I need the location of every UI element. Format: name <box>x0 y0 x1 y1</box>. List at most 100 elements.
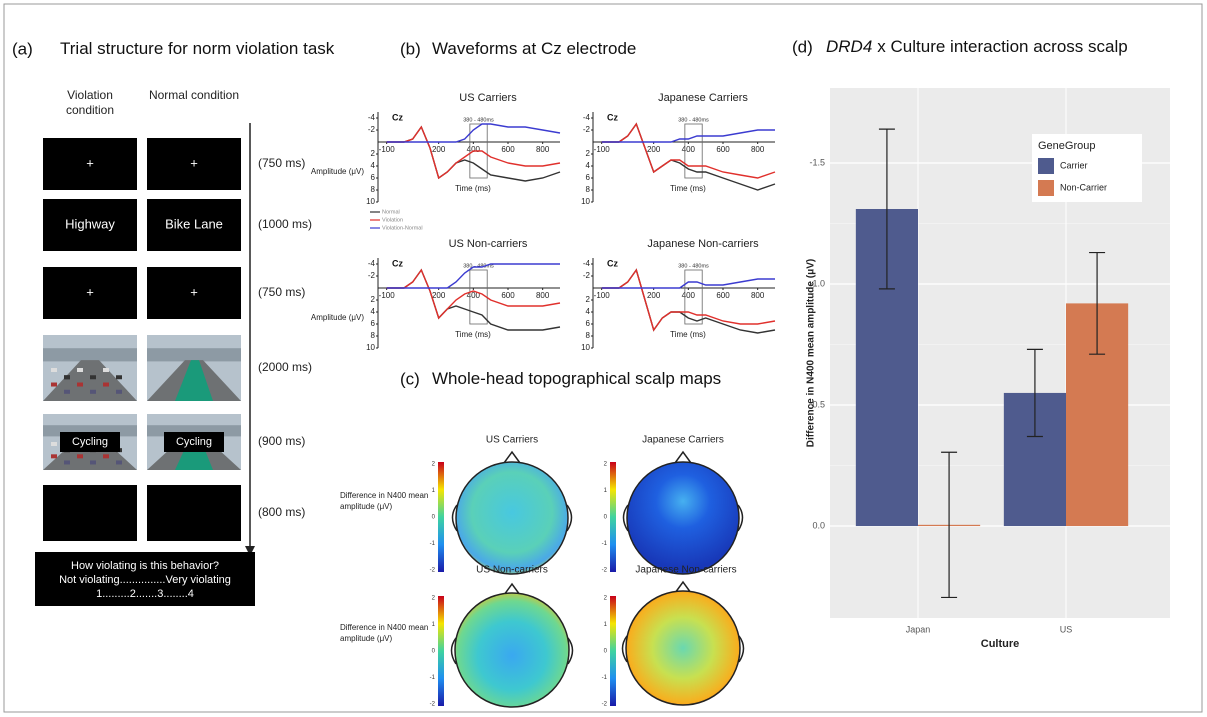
electrode-label: Cz <box>392 258 403 268</box>
y-tick-label: 8 <box>586 185 591 194</box>
panel-label: (b) <box>400 39 421 58</box>
legend-label: Normal <box>382 209 400 215</box>
chart-title: Japanese Non-carriers <box>647 238 759 250</box>
waveform <box>601 268 776 332</box>
rating-text: Not violating...............Very violati… <box>59 574 231 586</box>
colorbar <box>438 462 444 572</box>
y-tick-label: -4 <box>368 259 376 268</box>
analysis-window <box>684 269 703 325</box>
analysis-window <box>469 123 488 179</box>
photo-car <box>51 454 57 459</box>
y-tick-label: -2 <box>368 271 376 280</box>
x-tick-label: -100 <box>379 291 396 300</box>
stimulus-text: + <box>190 284 198 299</box>
stimulus-box <box>43 199 137 251</box>
colorbar <box>610 462 616 572</box>
waveform <box>601 129 775 143</box>
electrode-label: Cz <box>607 258 618 268</box>
colorbar-tick-label: 1 <box>604 488 608 494</box>
duration: (2000 ms) <box>258 360 312 374</box>
colorbar-tick-label: 1 <box>604 622 608 628</box>
x-tick-label: US <box>1060 624 1073 634</box>
photo-car <box>77 382 83 387</box>
chart-title: US Non-carriers <box>449 238 528 250</box>
x-tick-label: 400 <box>682 291 696 300</box>
waveform <box>386 263 560 289</box>
colorbar-tick-label: -1 <box>602 675 608 681</box>
error-bar <box>1026 348 1043 438</box>
column-header: Violation condition <box>65 88 115 117</box>
colorbar-tick-label: 0 <box>432 515 436 521</box>
x-tick-label: 600 <box>716 145 730 154</box>
waveform <box>601 122 776 191</box>
panel-title: Trial structure for norm violation task <box>60 39 335 58</box>
colorbar-tick-label: 2 <box>432 596 436 602</box>
colorbar <box>438 596 444 706</box>
photo-car <box>77 368 83 372</box>
window-annotation: 380 - 480ms <box>678 263 709 269</box>
y-tick-label: 8 <box>586 331 591 340</box>
x-axis-label: Time (ms) <box>670 184 706 193</box>
legend-label: Carrier <box>1060 160 1088 170</box>
y-tick-label: -4 <box>583 259 591 268</box>
y-tick-label: 8 <box>371 331 376 340</box>
panel-label: (c) <box>400 369 420 388</box>
y-tick-label: -1.0 <box>809 278 825 288</box>
x-axis-label: Time (ms) <box>455 184 491 193</box>
label-box <box>164 432 224 452</box>
colorbar-label: Difference in N400 mean amplitude (μV) <box>340 491 429 511</box>
panel-title-italic: DRD4 <box>826 37 872 56</box>
y-tick-label: 2 <box>371 295 376 304</box>
scalp-maps <box>450 450 745 708</box>
x-tick-label: 600 <box>716 291 730 300</box>
x-tick-label: 400 <box>467 145 481 154</box>
window-annotation: 380 - 480ms <box>678 117 709 123</box>
y-tick-label: 2 <box>371 149 376 158</box>
photo-car <box>77 454 83 459</box>
colorbar-tick-label: 1 <box>432 622 436 628</box>
x-tick-label: 400 <box>682 145 696 154</box>
y-tick-label: -4 <box>368 113 376 122</box>
legend-label: Non-Carrier <box>1060 182 1107 192</box>
photo-car <box>90 375 96 380</box>
panel-title-text: Waveforms at Cz electrode <box>432 39 636 58</box>
photo-car <box>90 389 96 394</box>
y-tick-label: -0.5 <box>809 399 825 409</box>
stimulus-text: + <box>86 284 94 299</box>
colorbar-tick-label: 2 <box>604 462 608 468</box>
figure-border <box>3 3 1203 713</box>
x-tick-label: -100 <box>594 145 611 154</box>
x-tick-label: -100 <box>594 291 611 300</box>
legend-swatch <box>1038 180 1054 196</box>
photo-car <box>51 368 57 372</box>
photo-bike-lane <box>175 360 213 401</box>
error-bar <box>1089 251 1106 355</box>
x-tick-label: 400 <box>467 291 481 300</box>
stimulus-box <box>147 485 241 541</box>
x-tick-label: -100 <box>379 145 396 154</box>
colorbar-tick-label: -1 <box>602 541 608 547</box>
duration: (750 ms) <box>258 156 305 170</box>
photo-bike-lane <box>175 435 213 470</box>
stimulus-box <box>147 267 241 319</box>
x-tick-label: 600 <box>501 291 515 300</box>
chart-title: Japanese Carriers <box>658 92 748 104</box>
x-tick-label: 800 <box>536 145 550 154</box>
stimulus-text: Cycling <box>176 436 212 448</box>
photo-buildings <box>147 425 241 437</box>
photo-car <box>103 368 109 372</box>
stimulus-text: Highway <box>65 216 115 231</box>
waveform <box>601 122 776 179</box>
stimulus-box <box>147 199 241 251</box>
colorbar-tick-label: 0 <box>604 515 608 521</box>
electrode-label: Cz <box>607 112 618 122</box>
colorbar-tick-label: -2 <box>602 702 608 708</box>
y-tick-label: -4 <box>583 113 591 122</box>
waveform <box>386 123 561 143</box>
y-tick-label: 10 <box>366 343 375 352</box>
duration: (800 ms) <box>258 505 305 519</box>
x-tick-label: 800 <box>751 291 765 300</box>
y-axis-label: Amplitude (μV) <box>311 313 364 322</box>
waveform <box>601 278 775 289</box>
